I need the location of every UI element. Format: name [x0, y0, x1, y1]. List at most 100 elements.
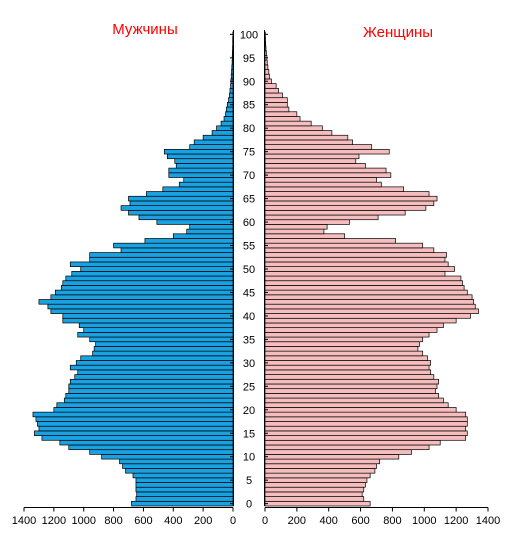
male-bar: [202, 134, 234, 141]
female-value-tick-label: 400: [320, 515, 338, 527]
female-bar: [264, 393, 439, 399]
male-value-tick-label: 1400: [12, 515, 36, 527]
male-bar: [132, 472, 234, 479]
male-bar: [93, 346, 234, 352]
female-bar: [264, 364, 430, 371]
male-bar: [80, 266, 234, 272]
age-tick-label: 15: [243, 428, 255, 440]
female-bar: [264, 416, 468, 422]
female-bar: [264, 125, 323, 131]
age-tick-label: 35: [243, 334, 255, 346]
male-bar: [54, 289, 234, 296]
female-bar: [264, 336, 424, 343]
male-bar: [128, 209, 234, 216]
age-tick-label: 80: [243, 123, 255, 135]
female-bar: [264, 327, 438, 333]
male-bar: [68, 444, 234, 451]
male-bar: [162, 186, 234, 192]
male-bar: [56, 402, 234, 408]
male-bar: [53, 407, 234, 413]
female-bar: [264, 102, 288, 108]
female-bar: [264, 285, 465, 291]
female-value-tick-label: 800: [383, 515, 401, 527]
female-bar: [264, 214, 379, 221]
female-bar: [264, 289, 468, 296]
male-bar: [186, 228, 234, 235]
female-bar: [264, 233, 345, 239]
male-bar: [183, 177, 234, 183]
male-bar: [50, 294, 234, 300]
male-bar: [146, 191, 234, 197]
male-bar: [47, 303, 234, 310]
male-bar: [78, 322, 234, 329]
female-bar: [264, 486, 365, 493]
female-bar: [264, 186, 404, 192]
age-tick-label: 60: [243, 217, 255, 229]
female-bar: [264, 177, 377, 183]
female-bar: [264, 425, 467, 432]
age-tick-label: 75: [243, 147, 255, 159]
female-bar: [264, 294, 473, 300]
male-bar: [80, 355, 234, 361]
female-bar: [264, 228, 325, 235]
male-bar: [89, 252, 234, 258]
female-bar: [264, 280, 463, 286]
female-bar: [264, 360, 432, 366]
male-bar: [71, 271, 234, 277]
male-value-tick-label: 0: [230, 515, 236, 527]
female-bar: [264, 463, 377, 469]
female-bar: [264, 256, 446, 263]
female-bar: [264, 275, 462, 282]
male-bar: [193, 139, 234, 145]
male-bar: [69, 364, 234, 371]
male-bar: [189, 144, 234, 150]
male-bar: [144, 238, 234, 244]
female-bar: [264, 374, 435, 380]
male-bar: [172, 233, 234, 239]
male-value-tick-label: 400: [164, 515, 182, 527]
male-bar: [83, 327, 234, 333]
female-bar: [264, 383, 438, 390]
male-bar: [229, 87, 234, 94]
female-bar: [264, 388, 436, 394]
male-bar: [135, 496, 234, 502]
female-bar: [264, 219, 350, 225]
axes-group: [23, 30, 489, 512]
female-bar: [264, 252, 447, 258]
female-bar: [264, 439, 441, 446]
male-bar: [65, 275, 234, 282]
male-bar: [131, 500, 234, 507]
labels-group: 1400 1200 1000 800 600 400 200 0 0 200 400 600 800 10…: [12, 29, 500, 527]
male-bar: [230, 73, 234, 80]
male-bar: [68, 383, 234, 390]
male-bar: [68, 388, 234, 394]
female-bar: [264, 148, 390, 155]
male-bar: [135, 486, 234, 493]
male-bar: [220, 120, 234, 127]
male-bar: [168, 167, 234, 174]
age-tick-label: 25: [243, 381, 255, 393]
male-bar: [69, 378, 234, 385]
female-bar: [264, 313, 471, 319]
age-tick-label: 100: [240, 29, 258, 41]
female-bar: [264, 322, 444, 329]
male-bar: [174, 158, 234, 164]
age-tick-label: 50: [243, 264, 255, 276]
male-bar: [37, 421, 234, 427]
male-bar: [89, 336, 234, 343]
female-bar: [264, 266, 455, 272]
female-bar: [264, 59, 268, 66]
female-bar: [264, 181, 382, 188]
male-bar: [138, 214, 234, 221]
female-value-tick-label: 1000: [412, 515, 436, 527]
female-bar: [264, 50, 267, 56]
male-bar: [65, 393, 234, 399]
male-bar: [62, 280, 234, 286]
female-bar: [264, 191, 430, 197]
male-bar: [231, 59, 234, 66]
female-bar: [264, 64, 269, 70]
male-bar: [166, 153, 234, 160]
male-bar: [35, 416, 234, 422]
age-tick-label: 45: [243, 287, 255, 299]
